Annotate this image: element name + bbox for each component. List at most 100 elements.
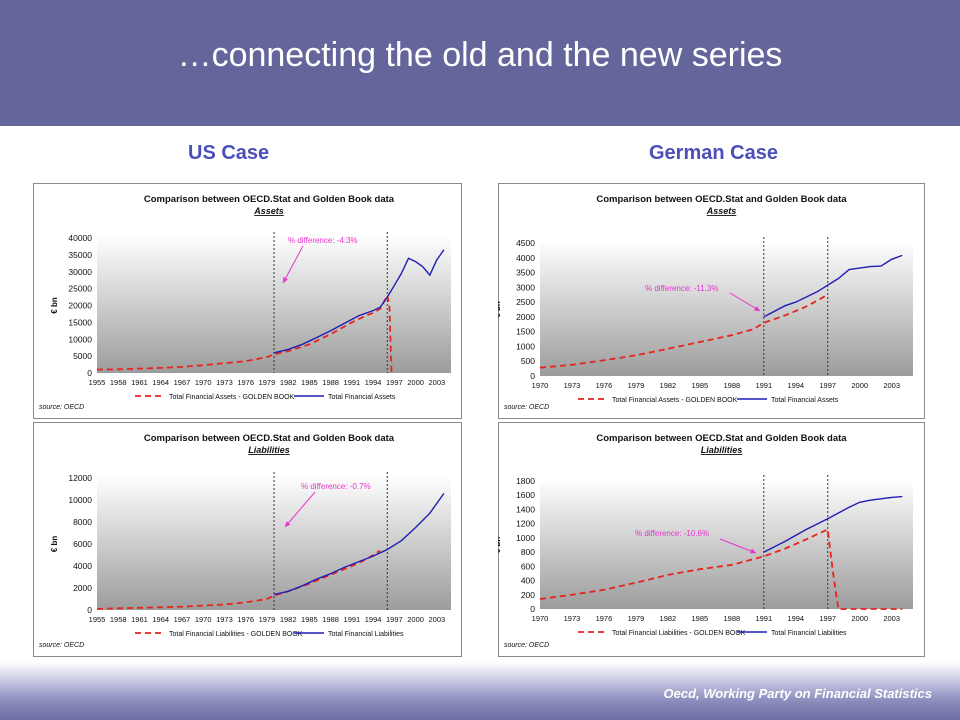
chart-title: Comparison between OECD.Stat and Golden …: [144, 433, 395, 444]
y-tick-label: 4500: [516, 238, 535, 248]
y-tick-label: 800: [521, 547, 535, 557]
x-tick-label: 1988: [723, 381, 740, 390]
x-tick-label: 1976: [237, 378, 254, 387]
y-tick-label: 2000: [73, 583, 92, 593]
us-liabilities-chart: Comparison between OECD.Stat and Golden …: [33, 422, 462, 657]
y-tick-label: 25000: [68, 284, 92, 294]
x-tick-label: 2003: [428, 615, 445, 624]
x-tick-label: 2003: [883, 381, 900, 390]
x-tick-label: 1988: [322, 378, 339, 387]
y-tick-label: 1800: [516, 476, 535, 486]
x-tick-label: 1973: [564, 614, 581, 623]
y-tick-label: 0: [87, 605, 92, 615]
x-tick-label: 1997: [819, 381, 836, 390]
x-tick-label: 1958: [110, 378, 127, 387]
y-axis-label: € bn: [50, 536, 59, 553]
y-axis-label: € bn: [50, 297, 59, 314]
x-tick-label: 1958: [110, 615, 127, 624]
x-tick-label: 1970: [532, 381, 549, 390]
de-assets-svg: Comparison between OECD.Stat and Golden …: [498, 194, 913, 411]
x-tick-label: 2003: [883, 614, 900, 623]
y-tick-label: 1000: [516, 341, 535, 351]
source-note: source: OECD: [504, 642, 549, 649]
x-tick-label: 1979: [259, 615, 276, 624]
legend-label-oecd-stat: Total Financial Liabilities: [328, 631, 404, 638]
chart-title: Comparison between OECD.Stat and Golden …: [596, 194, 847, 205]
chart-subtitle: Assets: [253, 206, 284, 216]
x-tick-label: 1970: [195, 378, 212, 387]
x-tick-label: 2000: [407, 615, 424, 624]
difference-annotation: % difference: -10.6%: [635, 529, 709, 538]
footer-text: Oecd, Working Party on Financial Statist…: [663, 686, 933, 701]
x-tick-label: 1976: [596, 381, 613, 390]
chart-subtitle: Liabilities: [701, 445, 743, 455]
x-tick-label: 1973: [564, 381, 581, 390]
y-tick-label: 0: [530, 604, 535, 614]
y-tick-label: 600: [521, 561, 535, 571]
x-tick-label: 1988: [322, 615, 339, 624]
us-assets-chart: Comparison between OECD.Stat and Golden …: [33, 183, 462, 419]
y-tick-label: 3500: [516, 268, 535, 278]
x-tick-label: 1955: [89, 378, 106, 387]
x-tick-label: 1997: [819, 614, 836, 623]
source-note: source: OECD: [504, 404, 549, 411]
y-tick-label: 1600: [516, 490, 535, 500]
chart-subtitle: Liabilities: [248, 445, 290, 455]
x-tick-label: 1991: [755, 381, 772, 390]
annotation-arrow: [729, 292, 761, 312]
x-tick-label: 1994: [787, 614, 804, 623]
y-axis-label: € bn: [498, 301, 502, 318]
x-tick-label: 1994: [787, 381, 804, 390]
y-tick-label: 10000: [68, 334, 92, 344]
x-tick-label: 1970: [195, 615, 212, 624]
x-tick-label: 1988: [723, 614, 740, 623]
y-tick-label: 3000: [516, 282, 535, 292]
y-tick-label: 8000: [73, 517, 92, 527]
y-tick-label: 0: [87, 368, 92, 378]
golden-book-series-line: [96, 549, 381, 610]
annotation-arrowhead: [285, 521, 291, 527]
oecd-stat-series-line: [763, 254, 903, 318]
x-tick-label: 1985: [301, 378, 318, 387]
y-tick-label: 4000: [516, 253, 535, 263]
german-case-heading: German Case: [649, 142, 778, 164]
y-tick-label: 0: [530, 371, 535, 381]
x-tick-label: 1967: [174, 615, 191, 624]
legend-label-oecd-stat: Total Financial Liabilities: [771, 630, 847, 637]
x-tick-label: 2000: [851, 381, 868, 390]
x-tick-label: 1985: [692, 381, 709, 390]
source-note: source: OECD: [39, 642, 84, 649]
y-tick-label: 2500: [516, 297, 535, 307]
x-tick-label: 2000: [851, 614, 868, 623]
us-case-heading: US Case: [188, 142, 270, 164]
y-axis-label: € bn: [498, 537, 502, 554]
x-tick-label: 1979: [628, 614, 645, 623]
de-assets-chart: Comparison between OECD.Stat and Golden …: [498, 183, 925, 419]
de-liabilities-svg: Comparison between OECD.Stat and Golden …: [498, 433, 913, 649]
x-tick-label: 1997: [386, 378, 403, 387]
golden-book-series-line: [96, 292, 393, 373]
x-tick-label: 1982: [660, 614, 677, 623]
y-tick-label: 35000: [68, 250, 92, 260]
x-tick-label: 1991: [755, 614, 772, 623]
legend-label-golden-book: Total Financial Assets - GOLDEN BOOK: [169, 394, 295, 401]
x-tick-label: 1979: [628, 381, 645, 390]
y-tick-label: 1400: [516, 504, 535, 514]
difference-annotation: % difference: -11.3%: [645, 284, 719, 293]
y-tick-label: 1200: [516, 519, 535, 529]
y-tick-label: 40000: [68, 233, 92, 243]
chart-title: Comparison between OECD.Stat and Golden …: [596, 433, 847, 444]
x-tick-label: 1961: [131, 378, 148, 387]
annotation-arrowhead: [283, 277, 288, 283]
annotation-arrowhead: [754, 306, 760, 311]
legend-label-oecd-stat: Total Financial Assets: [328, 394, 396, 401]
x-tick-label: 1985: [301, 615, 318, 624]
y-tick-label: 5000: [73, 351, 92, 361]
title-bar: …connecting the old and the new series: [0, 0, 960, 126]
x-tick-label: 1961: [131, 615, 148, 624]
annotation-arrow: [719, 538, 757, 554]
us-assets-svg: Comparison between OECD.Stat and Golden …: [39, 194, 451, 411]
y-tick-label: 200: [521, 590, 535, 600]
source-note: source: OECD: [39, 404, 84, 411]
y-tick-label: 4000: [73, 561, 92, 571]
